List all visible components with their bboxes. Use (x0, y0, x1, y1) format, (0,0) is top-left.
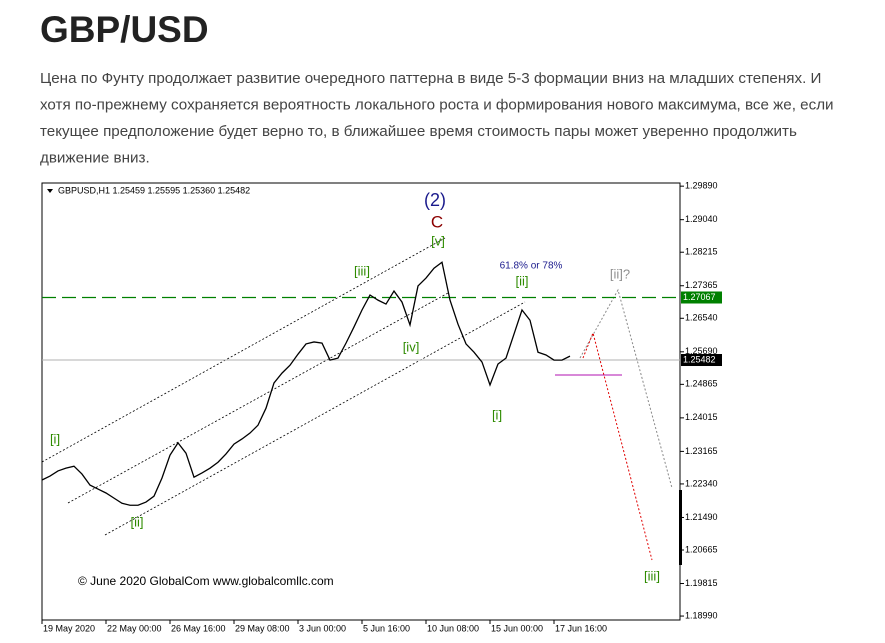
price-tag (681, 354, 722, 367)
paragraph-line: движение вниз. (40, 150, 150, 167)
scale-marker (679, 490, 682, 565)
y-tick-label: 1.19815 (685, 578, 718, 588)
x-tick-label: 26 May 16:00 (171, 623, 226, 633)
y-tick-label: 1.29890 (685, 181, 718, 191)
wave-label: [i] (492, 407, 502, 422)
y-tick-label: 1.23165 (685, 446, 718, 456)
price-line (41, 261, 571, 506)
plot-frame (41, 182, 681, 621)
paragraph-line: текущее предположение будет верно то, в … (40, 123, 797, 140)
price-tag-label: 1.27067 (683, 292, 716, 302)
paragraph-line: Цена по Фунту продолжает развитие очеред… (40, 70, 821, 87)
wave-label: [ii] (516, 273, 529, 288)
y-tick-label: 1.24015 (685, 412, 718, 422)
projection-alt (579, 288, 673, 489)
paragraph: Цена по Фунту продолжает развитие очеред… (40, 70, 834, 167)
y-tick-label: 1.20665 (685, 544, 718, 554)
x-tick-label: 5 Jun 16:00 (363, 623, 410, 633)
price-tag (681, 291, 722, 304)
wave-label: (2) (424, 190, 446, 210)
y-tick-label: 1.29040 (685, 214, 718, 224)
projection-main (582, 331, 653, 561)
page-title: GBP/USD (40, 9, 209, 50)
channel-lines (41, 237, 526, 536)
wave-label: [iv] (403, 339, 420, 354)
y-tick-label: 1.21490 (685, 512, 718, 522)
wave-label: [i] (50, 431, 60, 446)
paragraph-line: хотя по-прежнему сохраняется вероятность… (40, 97, 834, 114)
wave-label: [ii]? (610, 266, 630, 281)
y-tick-label: 1.28215 (685, 247, 718, 257)
wave-label: 61.8% or 78% (500, 261, 563, 272)
x-tick-label: 15 Jun 00:00 (491, 623, 543, 633)
y-tick-label: 1.26540 (685, 313, 718, 323)
x-tick-label: 19 May 2020 (43, 623, 95, 633)
header-arrow (47, 189, 53, 193)
y-tick-label: 1.24865 (685, 379, 718, 389)
x-tick-label: 29 May 08:00 (235, 623, 290, 633)
y-tick-label: 1.27365 (685, 280, 718, 290)
wave-label: C (431, 212, 443, 231)
x-tick-label: 22 May 00:00 (107, 623, 162, 633)
wave-label: [ii] (131, 514, 144, 529)
wave-label: [v] (431, 233, 445, 248)
y-tick-label: 1.25690 (685, 346, 718, 356)
wave-label: [iii] (354, 263, 370, 278)
price-tag-label: 1.25482 (683, 354, 716, 364)
x-tick-label: 10 Jun 08:00 (427, 623, 479, 633)
chart-header: GBPUSD,H1 1.25459 1.25595 1.25360 1.2548… (58, 185, 250, 195)
wave-label: [iii] (644, 568, 660, 583)
y-tick-label: 1.18990 (685, 610, 718, 620)
y-tick-label: 1.22340 (685, 478, 718, 488)
x-tick-label: 3 Jun 00:00 (299, 623, 346, 633)
copyright: © June 2020 GlobalCom www.globalcomllc.c… (78, 574, 334, 588)
x-tick-label: 17 Jun 16:00 (555, 623, 607, 633)
